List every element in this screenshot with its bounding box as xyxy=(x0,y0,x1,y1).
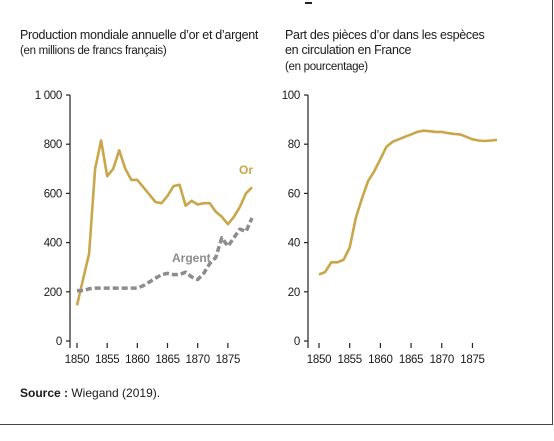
left-x-tick-label: 1865 xyxy=(155,354,179,366)
top-mark xyxy=(305,2,312,4)
left-y-tick-label: 200 xyxy=(44,287,62,299)
left-chart: 0 200 400 600 800 1 000 1850 1855 1860 1865 1870 18… xyxy=(35,90,254,366)
left-y-tick-label: 400 xyxy=(44,238,62,250)
left-series-line-argent xyxy=(77,217,254,293)
series-label-argent: Argent xyxy=(172,251,211,265)
left-x-tick-label: 1855 xyxy=(95,354,119,366)
source-text: Wiegand (2019). xyxy=(68,386,161,400)
right-x-tick-label: 1860 xyxy=(368,354,392,366)
right-chart-subtitle: (en pourcentage) xyxy=(285,61,368,73)
right-chart: 0 20 40 60 80 100 1850 1855 1860 1865 1870 1875 xyxy=(282,90,498,366)
left-x-tick-label: 1875 xyxy=(216,354,240,366)
left-chart-title: Production mondiale annuelle d’or et d’a… xyxy=(20,28,259,42)
left-chart-subtitle: (en millions de francs français) xyxy=(20,45,167,57)
right-chart-title-line2: en circulation en France xyxy=(285,43,412,57)
left-y-tick-label: 800 xyxy=(44,139,62,151)
right-x-tick-label: 1855 xyxy=(337,354,361,366)
right-chart-title: Part des pièces d’or dans les espèces xyxy=(285,28,484,42)
left-series-line-or xyxy=(75,139,253,306)
left-x-tick-label: 1870 xyxy=(185,354,209,366)
right-x-tick-label: 1850 xyxy=(307,354,331,366)
right-y-tick-label: 60 xyxy=(288,188,300,200)
source-note: Source : Wiegand (2019). xyxy=(20,386,160,400)
right-x-tick-label: 1875 xyxy=(460,354,484,366)
left-y-tick-label: 1 000 xyxy=(35,90,62,102)
left-x-tick-label: 1850 xyxy=(65,354,89,366)
right-y-tick-label: 40 xyxy=(288,238,300,250)
left-y-tick-label: 0 xyxy=(56,336,62,348)
right-y-tick-label: 20 xyxy=(288,287,300,299)
left-y-tick-label: 600 xyxy=(44,188,62,200)
right-x-tick-label: 1870 xyxy=(430,354,454,366)
series-label-or: Or xyxy=(239,163,253,177)
right-x-tick-label: 1865 xyxy=(399,354,423,366)
right-y-tick-label: 80 xyxy=(288,139,300,151)
left-x-tick-label: 1860 xyxy=(125,354,149,366)
right-y-tick-label: 100 xyxy=(282,90,300,102)
source-label: Source : xyxy=(20,386,69,400)
right-y-tick-label: 0 xyxy=(294,336,300,348)
right-series-line-series-0 xyxy=(318,129,498,276)
figure-frame xyxy=(0,0,553,425)
